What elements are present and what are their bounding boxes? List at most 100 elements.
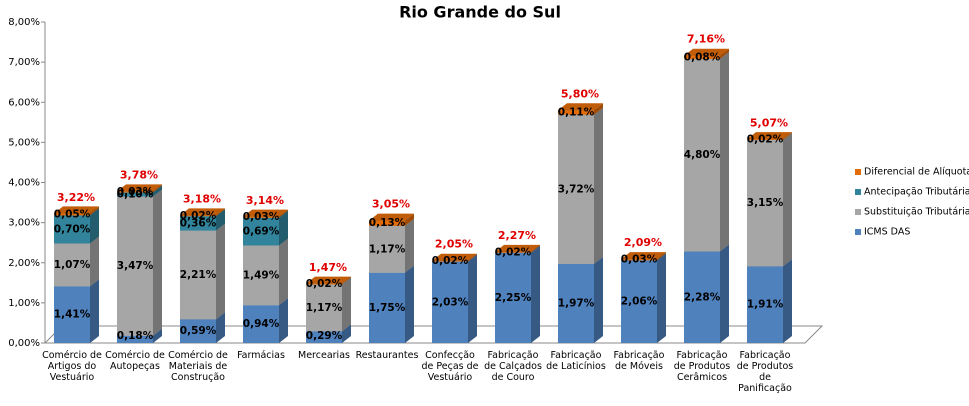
value-label: 0,36% (180, 217, 217, 229)
bar-top (54, 206, 99, 214)
bar-side (468, 254, 477, 343)
bar-side (594, 256, 603, 343)
value-label: 1,07% (54, 259, 91, 271)
bar-segment (621, 259, 657, 261)
y-tick-label: 8,00% (8, 17, 40, 28)
bar-segment (432, 260, 468, 262)
bar-side (216, 209, 225, 231)
value-label: 0,10% (117, 189, 154, 201)
bar-side (279, 210, 288, 246)
bar-side (279, 298, 288, 343)
y-tick-label: 6,00% (8, 97, 40, 108)
total-label: 3,78% (120, 168, 158, 181)
value-label: 1,17% (306, 302, 343, 314)
bar-segment (180, 319, 216, 343)
bar-segment (54, 243, 90, 287)
value-label: 2,06% (621, 296, 658, 308)
bar-top (180, 208, 225, 216)
bar-side (216, 223, 225, 320)
x-tick-label: Fabricação de Laticínios (546, 350, 606, 372)
bar-segment (54, 286, 90, 343)
bar-side (531, 244, 540, 253)
value-label: 0,05% (54, 208, 91, 220)
value-label: 4,80% (684, 149, 721, 161)
bar-segment (684, 58, 720, 252)
bar-side (279, 238, 288, 306)
bar-top (306, 276, 351, 284)
value-label: 0,02% (180, 210, 217, 222)
x-tick-label: Farmácias (237, 350, 285, 361)
bar-segment (117, 196, 153, 336)
y-tick-label: 7,00% (8, 57, 40, 68)
bar-segment (180, 215, 216, 217)
value-label: 0,02% (306, 278, 343, 290)
value-label: 0,59% (180, 325, 217, 337)
value-label: 1,49% (243, 269, 280, 281)
bar-segment (747, 266, 783, 343)
value-label: 0,29% (306, 330, 343, 342)
bar-segment (117, 192, 153, 197)
bar-side (405, 213, 414, 226)
bar-segment (369, 225, 405, 273)
value-label: 3,72% (558, 183, 595, 195)
value-label: 0,03% (117, 186, 154, 198)
x-tick-label: Restaurantes (355, 350, 419, 361)
bar-segment (369, 220, 405, 226)
value-label: 1,97% (558, 297, 595, 309)
bar-segment (180, 230, 216, 320)
bar-top (684, 48, 729, 56)
y-tick-label: 4,00% (8, 178, 40, 189)
legend-swatch (855, 189, 861, 195)
bar-side (468, 253, 477, 262)
x-tick-label: Fabricação de Produtos de Panificação (736, 350, 794, 394)
bar-segment (117, 335, 153, 343)
total-label: 3,14% (246, 194, 284, 207)
legend-swatch (855, 169, 861, 175)
value-label: 0,94% (243, 318, 280, 330)
x-tick-label: Comércio de Autopeças (105, 350, 165, 372)
value-label: 0,69% (243, 226, 280, 238)
bar-top (558, 103, 603, 111)
bar-side (657, 252, 666, 261)
bar-segment (432, 261, 468, 343)
bar-segment (684, 55, 720, 59)
bar-side (783, 132, 792, 140)
bar-side (783, 132, 792, 267)
value-label: 1,41% (54, 309, 91, 321)
value-label: 3,47% (117, 260, 154, 272)
bar-segment (558, 114, 594, 264)
bar-segment (558, 263, 594, 343)
x-tick-label: Confecção de Peças de Vestuário (421, 350, 479, 383)
legend-swatch (855, 209, 861, 215)
bar-segment (747, 139, 783, 140)
bar-side (594, 103, 603, 115)
bar-side (216, 312, 225, 343)
bar-segment (54, 213, 90, 216)
bar-top (432, 253, 477, 261)
bar-side (216, 208, 225, 217)
bar-side (153, 328, 162, 343)
bar-segment (495, 251, 531, 253)
bar-side (90, 279, 99, 343)
legend-swatch (855, 229, 861, 235)
bar-segment (54, 215, 90, 244)
value-label: 0,70% (54, 223, 91, 235)
value-label: 2,03% (432, 296, 469, 308)
legend-label: Diferencial de Alíquota (864, 167, 969, 178)
bar-side (594, 107, 603, 264)
x-tick-label: Fabricação de Produtos Cerâmicos (673, 350, 731, 383)
bar-side (720, 244, 729, 343)
bar-top (747, 132, 792, 140)
total-label: 5,07% (750, 117, 788, 130)
bar-top (243, 209, 288, 217)
value-label: 0,03% (621, 254, 658, 266)
legend-label: Antecipação Tributária (864, 187, 969, 198)
value-label: 0,08% (684, 51, 721, 63)
bar-segment (306, 283, 342, 285)
bar-top (495, 244, 540, 252)
total-label: 2,05% (435, 238, 473, 251)
value-label: 0,11% (558, 106, 595, 118)
value-label: 3,15% (747, 197, 784, 209)
y-tick-label: 2,00% (8, 258, 40, 269)
value-label: 0,02% (432, 255, 469, 267)
